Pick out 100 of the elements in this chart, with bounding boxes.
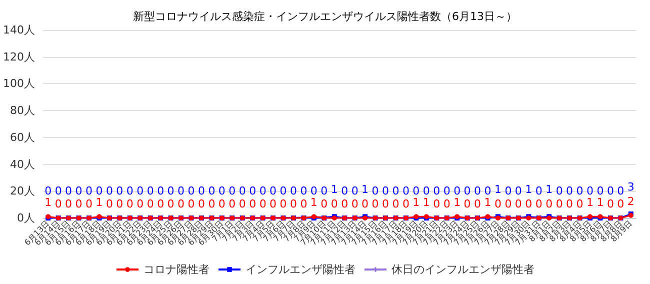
data-label: 2 bbox=[627, 194, 634, 208]
data-label: 0 bbox=[136, 198, 144, 210]
data-label: 0 bbox=[218, 184, 226, 198]
data-label: 0 bbox=[556, 184, 563, 198]
data-label: 0 bbox=[320, 184, 328, 198]
data-label: 0 bbox=[330, 198, 338, 210]
data-label: 3 bbox=[627, 180, 634, 194]
data-label: 0 bbox=[433, 198, 440, 210]
data-label: 0 bbox=[596, 184, 604, 198]
data-label: 1 bbox=[310, 196, 318, 210]
y-tick-label: 120人 bbox=[2, 50, 35, 64]
data-label: 1 bbox=[454, 196, 461, 210]
data-label: 0 bbox=[290, 198, 297, 210]
data-label: 0 bbox=[146, 184, 154, 198]
data-label: 0 bbox=[454, 184, 461, 198]
data-label: 0 bbox=[443, 184, 450, 198]
y-tick-label: 80人 bbox=[10, 104, 35, 118]
data-label: 0 bbox=[535, 184, 542, 198]
data-label: 0 bbox=[259, 184, 266, 198]
data-label: 0 bbox=[157, 184, 164, 198]
data-label: 0 bbox=[116, 198, 124, 210]
data-label: 0 bbox=[106, 198, 113, 210]
y-tick-label: 140人 bbox=[2, 24, 35, 36]
data-label: 0 bbox=[606, 198, 614, 210]
data-label: 0 bbox=[382, 184, 390, 198]
data-label: 0 bbox=[249, 198, 256, 210]
data-label: 0 bbox=[146, 198, 154, 210]
data-label: 0 bbox=[606, 184, 614, 198]
data-label: 0 bbox=[198, 198, 205, 210]
data-label: 0 bbox=[208, 184, 216, 198]
data-label: 0 bbox=[474, 184, 482, 198]
data-label: 0 bbox=[54, 198, 62, 210]
data-label: 0 bbox=[65, 198, 72, 210]
data-label: 0 bbox=[535, 198, 542, 210]
data-label: 1 bbox=[546, 183, 553, 196]
y-tick-label: 40人 bbox=[10, 158, 35, 171]
data-label: 1 bbox=[412, 196, 420, 210]
data-label: 0 bbox=[126, 184, 134, 198]
data-label: 0 bbox=[280, 184, 287, 198]
data-label: 0 bbox=[178, 198, 185, 210]
data-label: 0 bbox=[514, 198, 522, 210]
data-label: 0 bbox=[546, 198, 553, 210]
data-label: 0 bbox=[362, 198, 369, 210]
data-label: 0 bbox=[96, 184, 103, 198]
data-label: 0 bbox=[280, 198, 287, 210]
data-label: 1 bbox=[525, 183, 532, 196]
legend-label: 休日のインフルエンザ陽性者 bbox=[392, 263, 534, 276]
data-label: 0 bbox=[474, 198, 482, 210]
data-label: 1 bbox=[96, 196, 103, 210]
data-label: 1 bbox=[44, 196, 52, 210]
data-label: 0 bbox=[617, 184, 624, 198]
data-label: 0 bbox=[586, 184, 594, 198]
data-label: 0 bbox=[238, 184, 246, 198]
data-label: 0 bbox=[157, 198, 164, 210]
data-label: 0 bbox=[75, 184, 82, 198]
data-label: 0 bbox=[341, 198, 348, 210]
data-label: 0 bbox=[412, 184, 420, 198]
data-label: 0 bbox=[218, 198, 226, 210]
data-label: 0 bbox=[106, 184, 113, 198]
data-label: 0 bbox=[372, 198, 379, 210]
data-label: 0 bbox=[86, 198, 93, 210]
data-label: 0 bbox=[392, 184, 400, 198]
data-label: 0 bbox=[86, 184, 93, 198]
data-label: 0 bbox=[198, 184, 205, 198]
data-label: 1 bbox=[596, 196, 604, 210]
data-label: 0 bbox=[504, 184, 512, 198]
y-tick-label: 0人 bbox=[16, 212, 35, 224]
data-label: 0 bbox=[228, 198, 236, 210]
data-label: 0 bbox=[126, 198, 134, 210]
data-label: 0 bbox=[514, 184, 522, 198]
data-label: 0 bbox=[238, 198, 246, 210]
y-tick-label: 60人 bbox=[10, 130, 35, 144]
legend-label: インフルエンザ陽性者 bbox=[246, 263, 356, 276]
data-label: 0 bbox=[270, 198, 277, 210]
chart-title: 新型コロナウイルス感染症・インフルエンザウイルス陽性者数（6月13日～） bbox=[133, 10, 517, 23]
data-label: 0 bbox=[228, 184, 236, 198]
data-label: 0 bbox=[290, 184, 297, 198]
data-label: 1 bbox=[422, 196, 430, 210]
data-label: 0 bbox=[525, 198, 532, 210]
data-label: 0 bbox=[136, 184, 144, 198]
data-label: 0 bbox=[402, 184, 410, 198]
data-label: 1 bbox=[484, 196, 492, 210]
legend-label: コロナ陽性者 bbox=[144, 263, 210, 276]
data-label: 0 bbox=[382, 198, 390, 210]
y-tick-label: 20人 bbox=[10, 184, 35, 198]
data-label: 0 bbox=[54, 184, 62, 198]
data-label: 0 bbox=[341, 184, 348, 198]
data-label: 0 bbox=[392, 198, 400, 210]
data-label: 0 bbox=[484, 184, 492, 198]
data-label: 0 bbox=[372, 184, 379, 198]
data-label: 0 bbox=[576, 198, 584, 210]
data-label: 0 bbox=[300, 198, 308, 210]
data-label: 0 bbox=[464, 184, 471, 198]
data-label: 0 bbox=[566, 198, 574, 210]
data-label: 1 bbox=[362, 183, 369, 196]
data-label: 0 bbox=[504, 198, 512, 210]
data-label: 0 bbox=[351, 184, 358, 198]
data-label: 0 bbox=[494, 198, 502, 210]
data-label: 1 bbox=[586, 196, 594, 210]
data-label: 0 bbox=[116, 184, 124, 198]
